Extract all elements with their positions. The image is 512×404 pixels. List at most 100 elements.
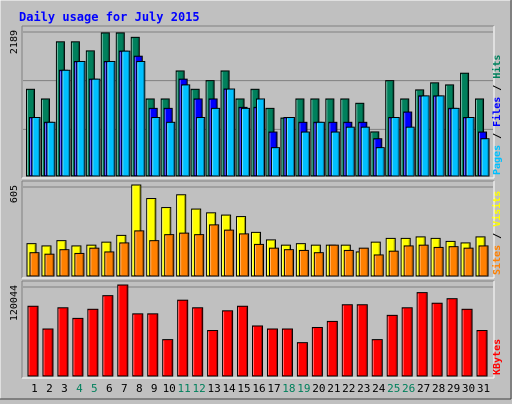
bar-sites-day-31 [478, 245, 489, 277]
bar-kbytes-day-11 [177, 299, 189, 377]
x-tick-label: 31 [477, 382, 490, 395]
bar-kbytes-day-19 [296, 342, 308, 377]
x-tick-label: 6 [106, 382, 113, 395]
y-max-label-bottom: 120044 [9, 285, 20, 321]
bar-pages-day-13 [211, 107, 221, 177]
svg-text:KBytes: KBytes [492, 339, 503, 375]
bar-kbytes-day-24 [371, 339, 383, 377]
bar-kbytes-day-17 [266, 328, 278, 377]
bars-top [26, 32, 490, 177]
bar-sites-day-12 [194, 234, 205, 277]
x-tick-label: 29 [447, 382, 460, 395]
bar-kbytes-day-15 [237, 305, 249, 377]
bar-pages-day-14 [226, 88, 236, 177]
bar-kbytes-day-6 [102, 295, 114, 377]
bar-sites-day-4 [74, 252, 85, 277]
x-tick-label: 3 [61, 382, 68, 395]
legend-separator: / [492, 127, 503, 145]
bar-sites-day-7 [119, 242, 130, 277]
bar-sites-day-30 [463, 247, 474, 277]
bar-pages-day-15 [241, 107, 251, 177]
bar-sites-day-10 [164, 234, 175, 277]
bar-kbytes-day-5 [87, 308, 99, 377]
bar-sites-day-24 [373, 254, 384, 277]
x-tick-label: 4 [76, 382, 83, 395]
x-tick-label: 12 [193, 382, 206, 395]
bar-sites-day-8 [134, 230, 145, 277]
bar-sites-day-27 [418, 244, 429, 277]
bar-kbytes-day-26 [401, 307, 413, 377]
bar-sites-day-23 [358, 247, 369, 277]
bars-bottom [27, 284, 488, 377]
bar-kbytes-day-7 [117, 284, 129, 377]
x-tick-label: 27 [417, 382, 430, 395]
bar-pages-day-17 [270, 147, 280, 177]
bar-kbytes-day-27 [416, 292, 428, 377]
bar-sites-day-3 [59, 249, 70, 277]
bar-pages-day-23 [360, 126, 370, 177]
bar-pages-day-3 [61, 69, 71, 177]
y-max-label-top: 2189 [9, 30, 20, 54]
bar-pages-day-30 [465, 117, 475, 177]
bar-sites-day-1 [29, 252, 40, 277]
bar-sites-day-21 [328, 244, 339, 277]
bar-sites-day-19 [298, 249, 309, 277]
bar-kbytes-day-14 [222, 310, 234, 377]
x-tick-label: 21 [327, 382, 340, 395]
bar-pages-day-28 [435, 95, 445, 177]
bar-pages-day-12 [196, 117, 206, 177]
bars-middle [26, 184, 489, 277]
bar-kbytes-day-18 [281, 328, 293, 377]
x-tick-label: 30 [462, 382, 475, 395]
x-tick-label: 15 [237, 382, 250, 395]
x-tick-label: 1 [31, 382, 38, 395]
bar-pages-day-22 [345, 126, 355, 177]
y-max-label-middle: 605 [9, 185, 20, 203]
x-tick-label: 14 [222, 382, 236, 395]
bar-sites-day-20 [313, 252, 324, 277]
bar-sites-day-22 [343, 249, 354, 277]
x-tick-label: 22 [342, 382, 355, 395]
bar-pages-day-5 [91, 78, 101, 177]
legend-bottom: KBytes [492, 339, 503, 375]
x-tick-label: 28 [432, 382, 445, 395]
x-tick-label: 10 [163, 382, 176, 395]
bar-kbytes-day-8 [132, 313, 144, 377]
bar-pages-day-9 [151, 117, 161, 177]
x-tick-label: 7 [121, 382, 128, 395]
legend-pages: Pages [492, 145, 503, 175]
x-tick-label: 17 [267, 382, 280, 395]
bar-pages-day-19 [300, 131, 310, 177]
bar-pages-day-26 [405, 126, 415, 177]
x-tick-label: 2 [46, 382, 53, 395]
legend-top: Pages / Files / Hits [491, 55, 503, 175]
panel-middle: 605 Sites / Visits [9, 180, 503, 279]
bar-kbytes-day-28 [431, 302, 443, 377]
bar-pages-day-18 [285, 117, 295, 177]
legend-separator: / [492, 79, 503, 97]
x-tick-label: 25 [387, 382, 400, 395]
bar-pages-day-25 [390, 117, 400, 177]
bar-kbytes-day-30 [461, 308, 473, 377]
bar-sites-day-5 [89, 247, 100, 277]
x-tick-label: 13 [207, 382, 220, 395]
bar-sites-day-15 [239, 233, 250, 277]
bar-pages-day-2 [46, 121, 56, 177]
panel-top: 2189 Pages / Files / Hits [9, 25, 503, 179]
bar-pages-day-6 [106, 60, 116, 177]
bar-pages-day-20 [315, 121, 325, 177]
bar-kbytes-day-1 [27, 305, 39, 377]
x-tick-label: 8 [136, 382, 143, 395]
bar-kbytes-day-10 [162, 339, 174, 377]
bar-sites-day-29 [448, 246, 459, 277]
svg-text:Sites / Visits: Sites / Visits [491, 191, 503, 275]
bar-pages-day-24 [375, 147, 385, 177]
legend-separator: / [492, 227, 503, 245]
bar-sites-day-25 [388, 250, 399, 277]
x-tick-label: 24 [372, 382, 386, 395]
bar-sites-day-9 [149, 240, 160, 277]
x-tick-label: 18 [282, 382, 295, 395]
legend-hits: Hits [491, 55, 503, 79]
bar-pages-day-1 [31, 117, 41, 177]
bar-pages-day-8 [136, 60, 146, 177]
